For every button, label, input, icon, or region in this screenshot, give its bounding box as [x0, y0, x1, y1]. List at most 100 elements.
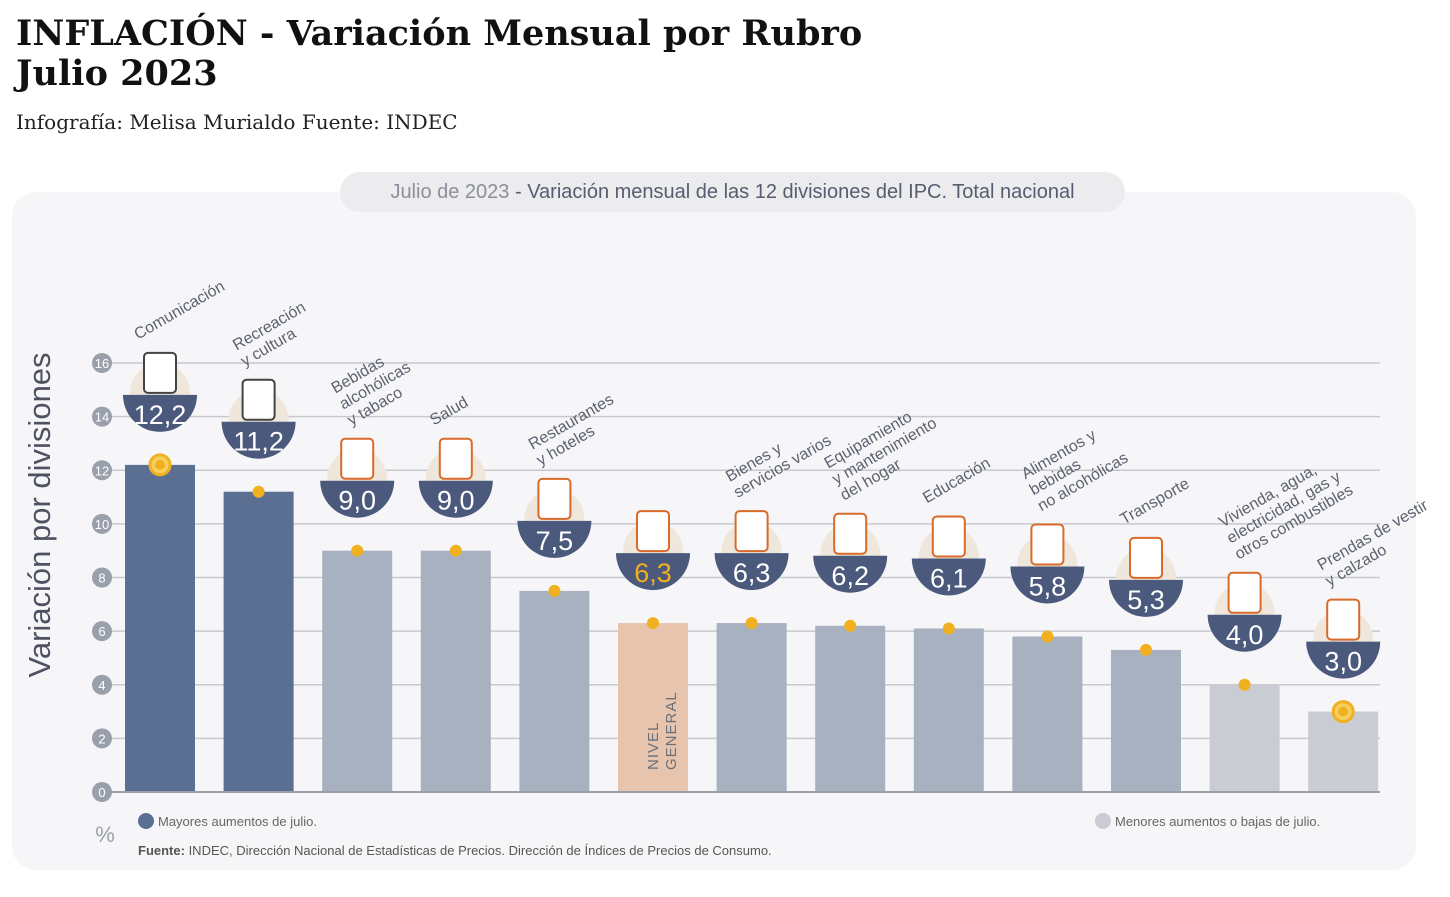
cutlery-icon	[537, 477, 572, 520]
value-label: 7,5	[536, 526, 574, 556]
value-bowl	[221, 421, 296, 459]
data-dot	[449, 544, 462, 557]
tick-marker	[92, 460, 112, 481]
value-bowl	[517, 520, 592, 558]
tick-marker	[92, 406, 112, 427]
category-label: GENERAL	[663, 691, 680, 770]
bus-card-icon	[1129, 536, 1163, 579]
scissors-comb-icon	[734, 510, 769, 553]
bar-8	[913, 628, 984, 792]
bar-1	[223, 491, 294, 792]
shirt-shoe-icon	[1326, 598, 1361, 641]
legend-swatch	[138, 813, 154, 829]
chart-title-text: - Variación mensual de las 12 divisiones…	[509, 181, 1075, 203]
washing-machine-icon	[833, 512, 868, 555]
legend-label: Menores aumentos o bajas de julio.	[1115, 814, 1320, 829]
food-icon	[1030, 523, 1065, 566]
value-label: 5,8	[1029, 571, 1067, 601]
y-tick-label: 0	[98, 785, 105, 800]
value-bowl	[616, 553, 690, 591]
data-dot-inner	[1338, 706, 1349, 717]
value-label: 9,0	[338, 486, 376, 516]
value-label: 6,2	[831, 561, 869, 591]
bar-11	[1209, 684, 1280, 792]
tick-marker	[92, 621, 112, 642]
value-label: 11,2	[233, 427, 284, 457]
data-dot	[252, 485, 265, 498]
data-dot	[548, 584, 561, 597]
header: INFLACIÓN - Variación Mensual por Rubro …	[16, 13, 863, 135]
chart-title-prefix: Julio de 2023	[390, 181, 510, 203]
legend-label: Mayores aumentos de julio.	[158, 814, 317, 829]
tick-marker	[92, 513, 112, 534]
value-bowl	[123, 394, 197, 432]
value-label: 12,2	[134, 400, 187, 430]
category-label: Educación	[920, 455, 993, 507]
value-label: 6,1	[930, 563, 968, 593]
key-bulb-icon	[1227, 571, 1262, 614]
bar-3	[420, 550, 491, 792]
data-dot-inner	[155, 459, 165, 470]
source-note: Fuente: INDEC, Dirección Nacional de Est…	[138, 843, 772, 858]
y-tick-label: 14	[95, 410, 109, 425]
value-bowl	[911, 558, 986, 596]
bar-0	[125, 464, 195, 792]
grocery-bag-icon	[636, 510, 670, 553]
value-bowl	[714, 553, 789, 591]
chart-title: Julio de 2023 - Variación mensual de las…	[340, 172, 1125, 212]
y-tick-label: 10	[95, 517, 109, 532]
data-dot	[1140, 643, 1152, 656]
category-label: NIVEL	[645, 722, 662, 770]
value-label: 5,3	[1127, 585, 1165, 615]
value-label: 3,0	[1324, 647, 1362, 677]
value-label: 9,0	[437, 486, 475, 516]
y-tick-label: 4	[98, 678, 105, 693]
category-label: Transporte	[1118, 475, 1193, 528]
legend-swatch	[1095, 813, 1111, 829]
category-label: Salud	[427, 394, 471, 429]
category-label: Comunicación	[132, 278, 228, 343]
tick-marker	[92, 567, 112, 588]
value-label: 6,3	[733, 558, 771, 588]
y-tick-label: 8	[98, 571, 105, 586]
data-dot	[1041, 630, 1054, 643]
y-axis-label: Variación por divisiones	[22, 352, 57, 677]
y-tick-label: 12	[95, 463, 109, 478]
tick-marker	[92, 674, 112, 695]
bottle-icon	[340, 437, 375, 480]
value-bowl	[1109, 579, 1183, 617]
first-aid-icon	[438, 437, 473, 480]
tick-marker	[92, 782, 112, 802]
data-dot	[942, 622, 955, 635]
bar-5	[618, 623, 688, 792]
data-dot	[1238, 678, 1251, 691]
umbrella-icon	[241, 378, 276, 421]
value-bowl	[320, 480, 395, 518]
data-dot	[351, 544, 364, 557]
bar-2	[322, 550, 393, 792]
value-label: 4,0	[1226, 620, 1264, 650]
y-tick-label: 16	[95, 356, 109, 371]
tick-marker	[92, 728, 112, 749]
bar-9	[1012, 636, 1083, 792]
value-bowl	[418, 480, 493, 518]
title-line-1: INFLACIÓN - Variación Mensual por Rubro	[16, 13, 863, 54]
phone-icon	[143, 351, 177, 394]
bar-10	[1111, 649, 1181, 792]
data-dot	[745, 617, 758, 630]
y-tick-label: 6	[98, 624, 105, 639]
title-line-2: Julio 2023	[16, 53, 218, 94]
bar-6	[716, 623, 787, 792]
bar-4	[519, 590, 590, 792]
data-dot	[647, 617, 659, 630]
credit: Infografía: Melisa Murialdo Fuente: INDE…	[16, 110, 458, 134]
value-label: 6,3	[634, 558, 672, 588]
y-tick-label: 2	[98, 731, 105, 746]
y-unit-label: %	[95, 822, 115, 847]
bar-12	[1308, 711, 1379, 792]
data-dot	[844, 619, 857, 632]
tick-marker	[92, 353, 112, 373]
value-bowl	[813, 555, 888, 593]
value-bowl	[1010, 566, 1085, 604]
bar-7	[815, 625, 886, 792]
